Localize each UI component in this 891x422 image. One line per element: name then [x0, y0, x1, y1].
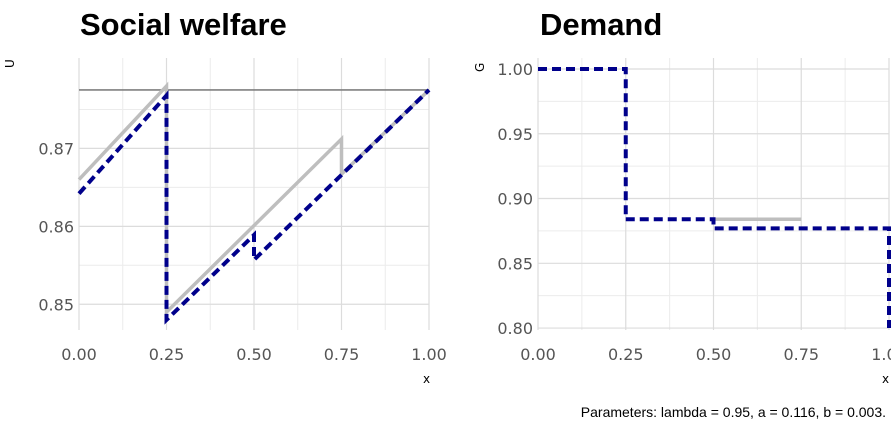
- y-axis-label: G: [473, 63, 487, 72]
- panel-demand: Demand 0.00 0.25 0.50 0.75 1.00 0.80 0.85 0.90 0.…: [473, 7, 891, 386]
- x-tick-label: 0.00: [520, 345, 556, 364]
- chart-title: Demand: [540, 7, 662, 42]
- y-tick-label: 1.00: [497, 60, 533, 79]
- y-axis-label: U: [3, 59, 17, 68]
- x-tick-label: 0.25: [149, 345, 185, 364]
- y-tick-label: 0.85: [497, 254, 533, 273]
- x-tick-label: 0.00: [61, 345, 97, 364]
- x-axis-label: x: [882, 372, 889, 386]
- y-tick-label: 0.95: [497, 125, 533, 144]
- chart-title: Social welfare: [80, 7, 287, 42]
- y-tick-label: 0.87: [38, 139, 74, 158]
- y-tick-label: 0.85: [38, 295, 74, 314]
- x-axis-label: x: [423, 372, 430, 386]
- y-tick-label: 0.90: [497, 190, 533, 209]
- x-tick-label: 0.50: [236, 345, 272, 364]
- x-tick-label: 0.25: [608, 345, 644, 364]
- x-tick-label: 0.50: [696, 345, 732, 364]
- x-tick-label: 1.00: [411, 345, 447, 364]
- series-line-dashed: [538, 67, 891, 329]
- panel-social-welfare: Social welfare 0.00 0.25 0.50 0.75 1.00 0.85 0.…: [3, 7, 447, 386]
- figure-caption: Parameters: lambda = 0.95, a = 0.116, b …: [581, 404, 886, 420]
- y-tick-label: 0.80: [497, 319, 533, 338]
- x-tick-label: 1.00: [871, 345, 891, 364]
- x-tick-label: 0.75: [783, 345, 819, 364]
- y-tick-label: 0.86: [38, 217, 74, 236]
- x-tick-label: 0.75: [324, 345, 360, 364]
